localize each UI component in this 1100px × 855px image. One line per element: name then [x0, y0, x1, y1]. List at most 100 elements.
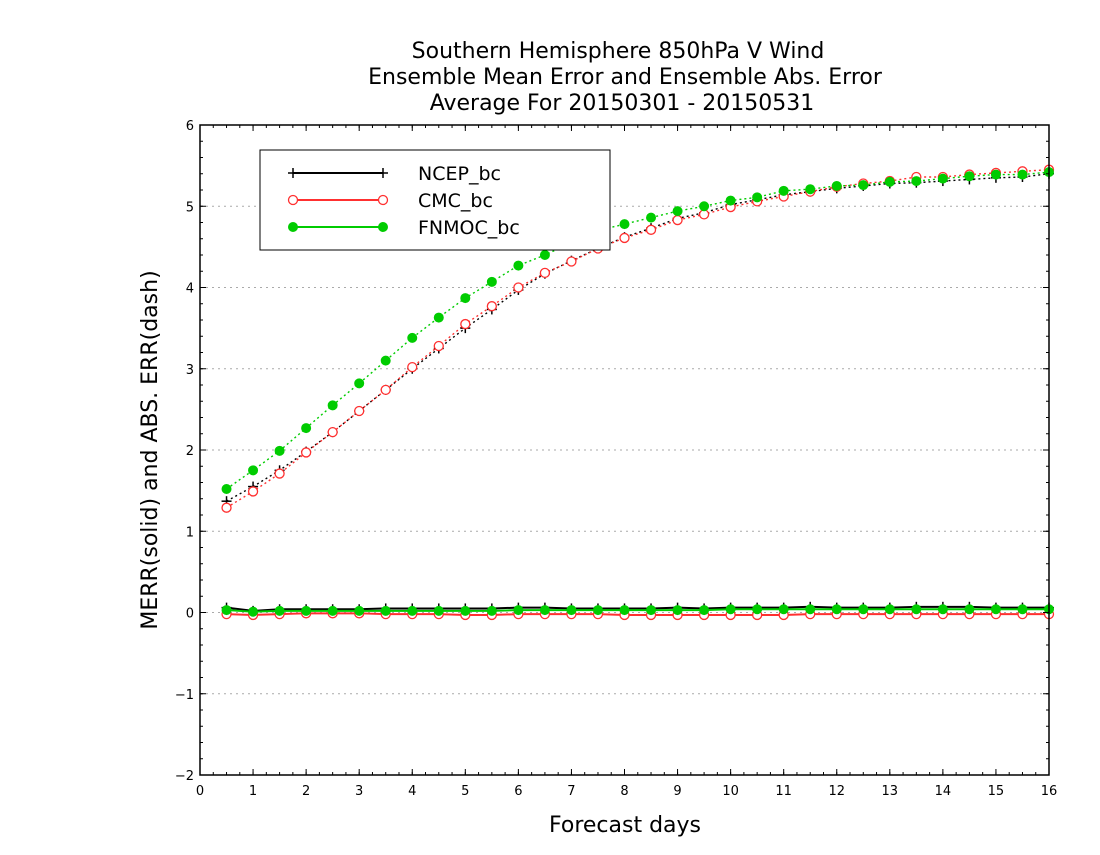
legend-label-ncep_bc: NCEP_bc — [418, 163, 501, 185]
abs-err-point-fnmoc_bc — [672, 206, 683, 217]
legend: NCEP_bc CMC_bc FNMOC_bc — [259, 149, 611, 251]
merr-point-fnmoc_bc — [858, 604, 869, 615]
x-tick-label: 7 — [567, 784, 575, 799]
merr-point-fnmoc_bc — [539, 605, 550, 616]
abs-err-point-fnmoc_bc — [937, 173, 948, 184]
merr-point-fnmoc_bc — [301, 605, 312, 616]
abs-err-point-cmc_bc — [619, 232, 630, 244]
abs-err-point-cmc_bc — [539, 267, 551, 279]
abs-err-point-fnmoc_bc — [248, 465, 259, 476]
x-tick-label: 14 — [935, 784, 952, 799]
legend-item-ncep_bc: NCEP_bc — [288, 163, 501, 185]
y-tick-label: 3 — [186, 363, 194, 378]
abs-err-point-fnmoc_bc — [805, 184, 816, 195]
x-tick-label: 16 — [1041, 784, 1058, 799]
merr-point-fnmoc_bc — [407, 605, 418, 616]
y-tick-label: 1 — [186, 525, 194, 540]
y-tick-label: 0 — [186, 607, 194, 622]
merr-point-fnmoc_bc — [778, 604, 789, 615]
x-tick-label: 6 — [514, 784, 522, 799]
merr-point-fnmoc_bc — [990, 604, 1001, 615]
abs-err-point-cmc_bc — [327, 426, 338, 438]
merr-point-fnmoc_bc — [566, 605, 577, 616]
merr-point-fnmoc_bc — [354, 605, 365, 616]
merr-point-fnmoc_bc — [752, 604, 763, 615]
y-tick-label: −1 — [175, 688, 194, 703]
abs-err-point-fnmoc_bc — [646, 212, 657, 223]
abs-err-point-fnmoc_bc — [725, 195, 736, 206]
merr-point-fnmoc_bc — [380, 605, 391, 616]
x-tick-label: 10 — [722, 784, 739, 799]
x-tick-label: 0 — [196, 784, 204, 799]
merr-point-fnmoc_bc — [592, 605, 603, 616]
legend-item-cmc_bc: CMC_bc — [287, 190, 493, 212]
abs-err-point-cmc_bc — [672, 214, 683, 226]
abs-err-point-fnmoc_bc — [858, 180, 869, 191]
abs-err-point-fnmoc_bc — [274, 445, 285, 456]
abs-err-point-fnmoc_bc — [380, 355, 391, 366]
chart-title-line-1: Southern Hemisphere 850hPa V Wind — [412, 39, 825, 64]
abs-err-point-fnmoc_bc — [301, 423, 312, 434]
abs-err-point-fnmoc_bc — [884, 176, 895, 187]
series-layer — [221, 164, 1055, 621]
merr-point-fnmoc_bc — [221, 605, 232, 616]
x-tick-label: 2 — [302, 784, 310, 799]
abs-err-point-cmc_bc — [380, 384, 391, 396]
x-tick-label: 15 — [988, 784, 1005, 799]
abs-err-point-fnmoc_bc — [221, 484, 232, 494]
y-tick-label: 5 — [186, 200, 194, 215]
legend-label-cmc_bc: CMC_bc — [418, 190, 493, 212]
abs-err-point-cmc_bc — [354, 405, 365, 417]
abs-err-point-cmc_bc — [433, 340, 444, 352]
legend-marker-ncep_bc — [378, 168, 388, 178]
merr-point-fnmoc_bc — [513, 605, 524, 616]
merr-point-fnmoc_bc — [486, 605, 497, 616]
abs-err-point-fnmoc_bc — [486, 276, 497, 287]
merr-line-cmc_bc — [226, 612, 1049, 616]
abs-err-point-fnmoc_bc — [1017, 169, 1028, 180]
merr-point-fnmoc_bc — [619, 605, 630, 616]
abs-err-point-fnmoc_bc — [354, 378, 365, 389]
abs-err-point-fnmoc_bc — [407, 332, 418, 343]
merr-point-fnmoc_bc — [1017, 604, 1028, 615]
legend-items: NCEP_bc CMC_bc FNMOC_bc — [287, 163, 520, 239]
x-tick-label: 3 — [355, 784, 363, 799]
merr-point-fnmoc_bc — [725, 604, 736, 615]
merr-point-fnmoc_bc — [699, 605, 710, 616]
chart-title-line-3: Average For 20150301 - 20150531 — [430, 91, 815, 116]
x-axis-title: Forecast days — [549, 813, 701, 838]
abs-err-point-fnmoc_bc — [964, 171, 975, 182]
merr-point-fnmoc_bc — [433, 605, 444, 616]
abs-err-point-fnmoc_bc — [990, 169, 1001, 180]
abs-err-point-cmc_bc — [486, 301, 497, 312]
abs-err-point-fnmoc_bc — [911, 176, 922, 187]
merr-point-fnmoc_bc — [274, 605, 285, 616]
grid-layer — [200, 205, 1049, 695]
abs-err-point-fnmoc_bc — [513, 260, 524, 271]
legend-marker-ncep_bc — [288, 168, 298, 178]
abs-err-point-cmc_bc — [247, 486, 259, 497]
merr-point-fnmoc_bc — [964, 604, 975, 615]
legend-marker-fnmoc_bc — [288, 222, 298, 232]
abs-err-point-fnmoc_bc — [778, 185, 789, 196]
abs-err-point-fnmoc_bc — [539, 250, 550, 260]
merr-point-fnmoc_bc — [911, 604, 922, 615]
x-tick-label: 11 — [775, 784, 792, 799]
chart-title-line-2: Ensemble Mean Error and Ensemble Abs. Er… — [368, 65, 883, 90]
abs-err-point-fnmoc_bc — [460, 293, 471, 304]
abs-err-line-ncep_bc — [226, 173, 1050, 502]
x-tick-label: 13 — [882, 784, 899, 799]
abs-err-point-cmc_bc — [513, 282, 524, 293]
abs-err-line-fnmoc_bc — [226, 171, 1050, 490]
x-tick-label: 12 — [828, 784, 845, 799]
merr-point-fnmoc_bc — [327, 605, 338, 616]
y-tick-label: −2 — [175, 769, 194, 784]
abs-err-point-cmc_bc — [274, 468, 285, 479]
y-axis-title: MERR(solid) and ABS. ERR(dash) — [138, 270, 163, 629]
abs-err-point-cmc_bc — [221, 502, 232, 513]
legend-item-fnmoc_bc: FNMOC_bc — [288, 217, 520, 239]
x-tick-label: 5 — [461, 784, 469, 799]
abs-err-point-cmc_bc — [645, 224, 657, 235]
